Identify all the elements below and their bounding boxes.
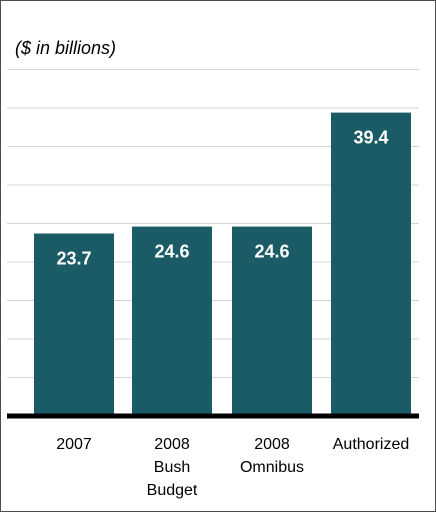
bar <box>34 233 114 416</box>
chart-subtitle: ($ in billions) <box>15 38 116 58</box>
x-tick-label: Authorized <box>333 436 410 453</box>
x-tick-label: Budget <box>147 482 198 499</box>
bar <box>331 112 411 417</box>
bar-value-label: 39.4 <box>353 128 388 148</box>
x-tick-label: Omnibus <box>240 459 304 476</box>
bar-value-label: 23.7 <box>56 249 91 269</box>
x-tick-label: Bush <box>154 459 190 476</box>
bar <box>232 226 312 416</box>
x-axis-tick-labels: 2007 2008 Bush Budget 2008 Omnibus Authorized <box>56 436 409 499</box>
x-tick-label: 2008 <box>154 436 190 453</box>
bar-value-label: 24.6 <box>154 242 189 262</box>
x-tick-label: 2007 <box>56 436 92 453</box>
bars <box>34 112 411 417</box>
bar-value-label: 24.6 <box>254 242 289 262</box>
bar-value-labels: 23.7 24.6 24.6 39.4 <box>56 128 388 269</box>
x-tick-label: 2008 <box>254 436 290 453</box>
bar <box>132 226 212 416</box>
